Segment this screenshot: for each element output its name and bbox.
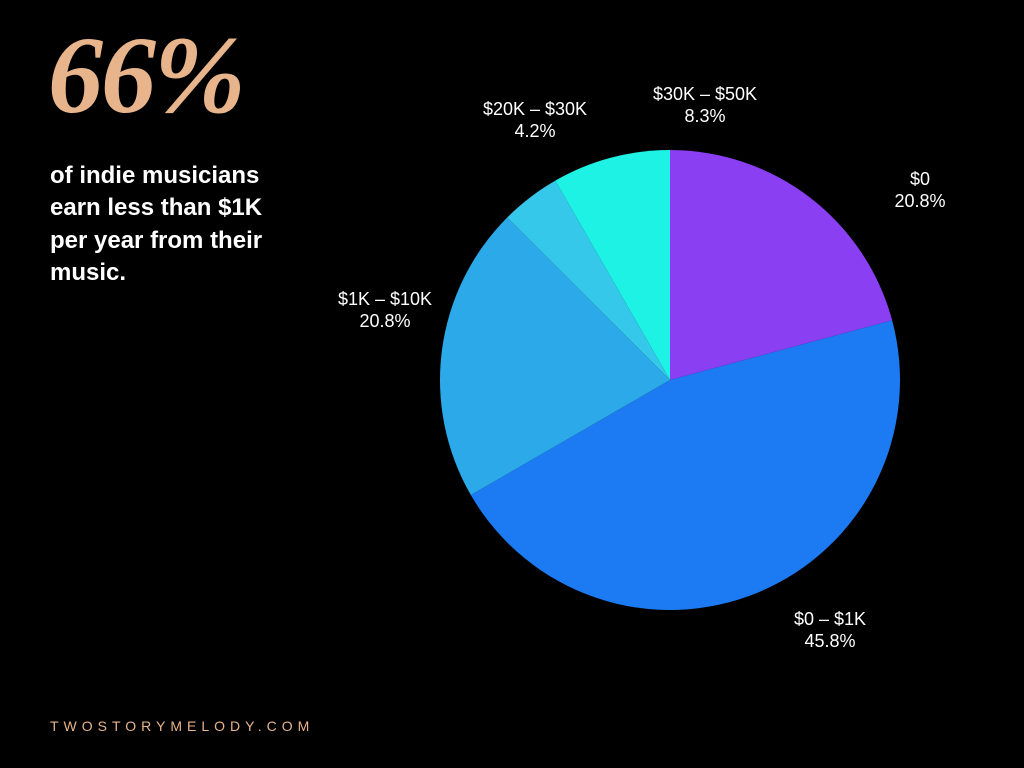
pie-slice-label: $1K – $10K20.8% — [338, 289, 432, 331]
pie-slice-label: $0 – $1K45.8% — [794, 609, 866, 651]
headline-stat: 66% — [48, 20, 244, 130]
headline-caption: of indie musicians earn less than $1K pe… — [50, 160, 290, 290]
source-attribution: TWOSTORYMELODY.COM — [50, 718, 314, 734]
pie-slice-label: $30K – $50K8.3% — [653, 84, 757, 126]
pie-slice-label: $20K – $30K4.2% — [483, 99, 587, 141]
income-pie-chart: $020.8% $0 – $1K45.8% $1K – $10K20.8% $20K … — [330, 40, 1010, 720]
pie-slice-label: $020.8% — [894, 169, 945, 211]
